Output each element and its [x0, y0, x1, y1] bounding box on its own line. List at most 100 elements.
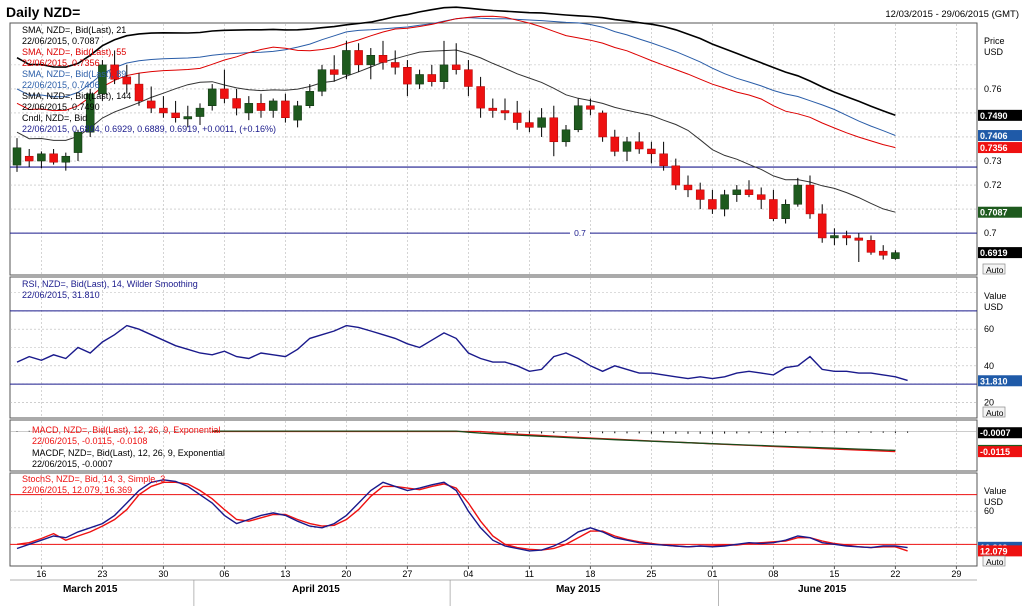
stoch-k-line [16, 479, 908, 552]
x-tick-label: 20 [341, 569, 351, 579]
sma55-line [16, 15, 896, 149]
legend-candle-label: Cndl, NZD=, Bid [22, 113, 87, 123]
candle-up [622, 141, 632, 152]
candle-up [244, 103, 254, 114]
candle-up [781, 204, 790, 219]
legend-sma21-label: SMA, NZD=, Bid(Last), 21 [22, 25, 126, 35]
value-tag [978, 427, 1022, 439]
value-tag-label: -0.0007 [980, 428, 1011, 438]
legend-macdf-label: MACDF, NZD=, Bid(Last), 12, 26, 9, Expon… [32, 448, 225, 458]
candle-up [537, 117, 546, 128]
candle-down [488, 107, 498, 111]
value-tag-label: -0.0115 [980, 447, 1010, 457]
candle-down [671, 165, 681, 186]
x-month-label: March 2015 [63, 584, 118, 595]
x-tick-label: 11 [525, 569, 534, 579]
candle-up [317, 69, 327, 92]
legend-sma55-value: 22/06/2015, 0.7356 [22, 58, 100, 68]
candle-down [171, 112, 180, 118]
ref-label-bg [570, 228, 590, 239]
candle-up [98, 64, 107, 94]
candle-up [561, 129, 571, 143]
candle-up [268, 100, 278, 111]
stoch-axis-unit: USD [984, 497, 1004, 507]
y-tick-label: 0.73 [984, 156, 1002, 166]
candle-up [37, 153, 46, 162]
candle-down [49, 153, 58, 163]
legend-rsi-value: 22/06/2015, 31.810 [22, 290, 100, 300]
candle-up [12, 147, 22, 166]
macd-legend: MACD, NZD=, Bid(Last), 12, 26, 9, Expone… [32, 425, 225, 469]
candle-up [73, 131, 83, 153]
value-tag-label: 12.079 [980, 546, 1008, 556]
value-tag [978, 109, 1022, 121]
candle-up [573, 105, 583, 131]
legend-rsi-label: RSI, NZD=, Bid(Last), 14, Wilder Smoothi… [22, 279, 198, 289]
x-tick-label: 23 [97, 569, 107, 579]
candle-down [476, 86, 485, 109]
candles-layer [12, 40, 900, 262]
reference-lines: 0.7 [10, 166, 977, 545]
candle-up [830, 235, 839, 239]
rsi-auto-label: Auto [986, 408, 1004, 418]
candle-up [891, 252, 900, 259]
candle-down [390, 62, 400, 68]
candle-up [732, 189, 742, 195]
y-tick-label: 20 [984, 397, 994, 407]
candle-down [647, 148, 656, 155]
x-tick-label: 04 [463, 569, 473, 579]
legend-sma144-value: 22/06/2015, 0.7490 [22, 102, 100, 112]
price-legend: SMA, NZD=, Bid(Last), 21 22/06/2015, 0.7… [22, 25, 276, 134]
date-range: 12/03/2015 - 29/06/2015 (GMT) [885, 9, 1019, 20]
candle-up [195, 107, 205, 117]
ref-line-label: 0.7 [574, 228, 586, 238]
value-tag-label: 0.7087 [980, 208, 1008, 218]
value-tag [978, 545, 1022, 557]
x-tick-label: 30 [158, 569, 168, 579]
stoch-auto-label: Auto [986, 557, 1004, 567]
candle-down [695, 189, 705, 200]
candle-down [610, 136, 620, 152]
candle-down [24, 155, 34, 162]
candle-up [61, 155, 71, 163]
candle-down [854, 237, 864, 241]
value-tag-label: 31.810 [980, 376, 1008, 386]
candle-down [451, 64, 461, 70]
stoch-auto-button[interactable]: Auto [982, 555, 1006, 567]
candle-down [500, 110, 510, 114]
value-tag [978, 247, 1022, 259]
x-tick-label: 15 [829, 569, 839, 579]
candle-down [146, 100, 156, 109]
legend-macd-value: 22/06/2015, -0.0115, -0.0108 [32, 436, 147, 446]
legend-sma55-label: SMA, NZD=, Bid(Last), 55 [22, 47, 126, 57]
stoch-axis-title: Value [984, 486, 1006, 496]
stoch-legend: StochS, NZD=, Bid, 14, 3, Simple, 3 22/0… [22, 474, 165, 495]
candle-down [756, 194, 766, 200]
candle-down [817, 213, 827, 239]
candle-down [878, 250, 888, 256]
value-tag [978, 446, 1022, 458]
legend-candle-value: 22/06/2015, 0.6894, 0.6929, 0.6889, 0.69… [22, 124, 276, 134]
macd-panel[interactable] [9, 419, 978, 472]
legend-sma21-value: 22/06/2015, 0.7087 [22, 36, 100, 46]
x-tick-label: 29 [951, 569, 961, 579]
x-axis: 16 23 30 06 13 20 27 04 11 18 25 01 08 15 22 29 March 20… [36, 566, 961, 606]
candle-down [805, 184, 815, 215]
candle-down [598, 112, 607, 138]
value-tag-label: 0.7406 [980, 131, 1008, 141]
candle-up [183, 116, 193, 120]
y-tick-label: 40 [984, 361, 994, 371]
stoch-panel[interactable] [9, 472, 978, 567]
candle-down [427, 74, 437, 82]
candle-up [366, 55, 376, 66]
candle-up [207, 88, 217, 106]
legend-sma144-label: SMA, NZD=, Bid(Last), 144 [22, 91, 131, 101]
price-axis-title: Price [984, 36, 1005, 46]
price-auto-button[interactable]: Auto [982, 263, 1006, 275]
x-tick-label: 08 [768, 569, 778, 579]
x-tick-label: 18 [585, 569, 595, 579]
rsi-auto-button[interactable]: Auto [982, 406, 1006, 418]
rsi-axis-unit: USD [984, 302, 1004, 312]
